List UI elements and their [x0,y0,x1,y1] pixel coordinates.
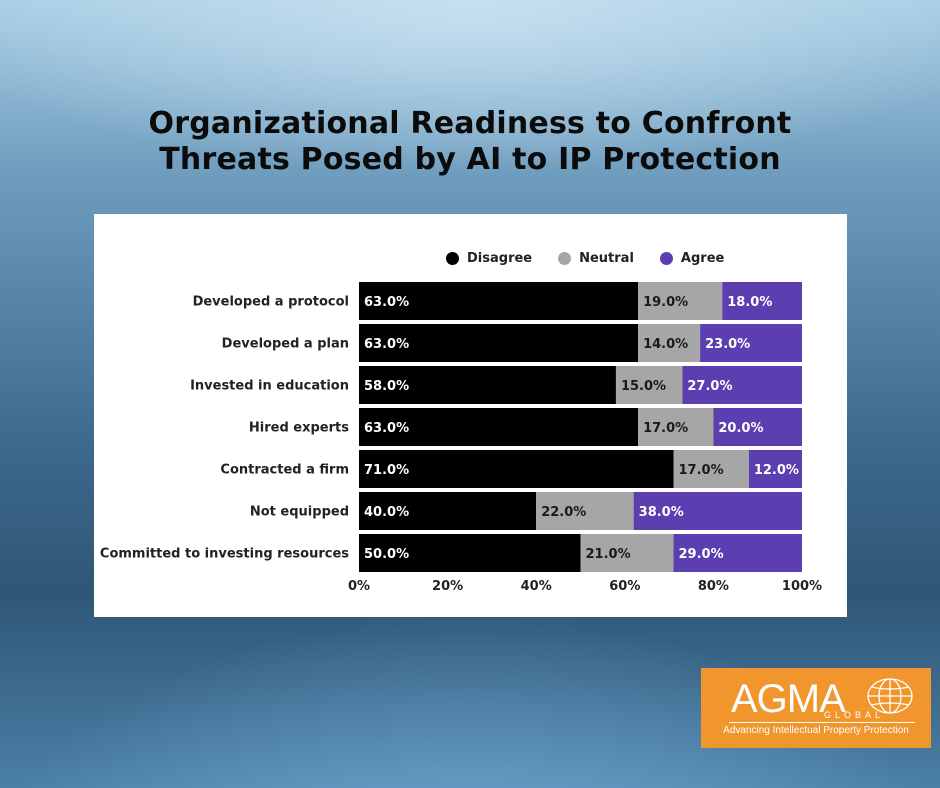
data-label-neutral-invested-in-education: 15.0% [621,379,666,394]
bar-disagree-not-equipped [359,492,537,530]
category-label-hired-experts: Hired experts [249,421,349,436]
chart-legend: Disagree Neutral Agree [446,248,724,268]
legend-label-neutral: Neutral [579,250,634,266]
chart-title-line-2: Threats Posed by AI to IP Protection [159,142,781,177]
data-label-disagree-committed-to-investing-resources: 50.0% [364,547,409,562]
category-label-committed-to-investing-resources: Committed to investing resources [100,547,349,562]
x-tick-label-4: 80% [698,579,729,594]
bar-disagree-committed-to-investing-resources [359,534,581,572]
agma-global-logo: AGMA GLOBAL Advancing Intellectual Prope… [701,668,931,748]
data-label-agree-hired-experts: 20.0% [718,421,763,436]
legend-item-neutral: Neutral [558,251,634,266]
legend-item-agree: Agree [659,250,725,266]
bar-neutral-hired-experts [638,408,714,446]
logo-sub-wordmark: GLOBAL [824,710,885,720]
x-tick-label-1: 20% [432,579,463,594]
category-label-not-equipped: Not equipped [250,505,349,520]
bar-agree-invested-in-education [682,366,802,404]
category-label-developed-a-plan: Developed a plan [222,337,349,352]
bar-neutral-contracted-a-firm [673,450,749,488]
bar-agree-developed-a-protocol [722,282,802,320]
legend-swatch-agree [659,251,673,265]
globe-icon [867,678,913,714]
legend-item-disagree: Disagree [446,251,532,266]
bar-disagree-developed-a-plan [359,324,639,362]
logo-divider [729,722,915,723]
data-label-disagree-not-equipped: 40.0% [364,505,409,520]
bar-disagree-invested-in-education [359,366,616,404]
data-label-agree-developed-a-protocol: 18.0% [727,295,772,310]
data-label-disagree-developed-a-protocol: 63.0% [364,295,409,310]
data-label-agree-developed-a-plan: 23.0% [705,337,750,352]
data-label-agree-not-equipped: 38.0% [639,505,684,520]
data-label-neutral-developed-a-plan: 14.0% [643,337,688,352]
data-label-neutral-contracted-a-firm: 17.0% [679,463,724,478]
data-label-neutral-developed-a-protocol: 19.0% [643,295,688,310]
bar-neutral-invested-in-education [615,366,683,404]
bar-agree-developed-a-plan [700,324,802,362]
data-label-neutral-not-equipped: 22.0% [541,505,586,520]
category-label-invested-in-education: Invested in education [190,379,349,394]
bar-disagree-contracted-a-firm [359,450,674,488]
data-label-disagree-contracted-a-firm: 71.0% [364,463,409,478]
bar-disagree-hired-experts [359,408,639,446]
data-label-neutral-committed-to-investing-resources: 21.0% [586,547,631,562]
bar-agree-not-equipped [633,492,802,530]
bar-agree-contracted-a-firm [748,450,802,488]
data-label-agree-committed-to-investing-resources: 29.0% [679,547,724,562]
legend-label-disagree: Disagree [467,250,533,266]
data-label-disagree-invested-in-education: 58.0% [364,379,409,394]
data-label-agree-contracted-a-firm: 12.0% [754,463,799,478]
legend-swatch-disagree [446,251,459,265]
x-tick-label-2: 40% [521,579,552,594]
x-tick-label-5: 100% [782,579,822,594]
x-tick-label-3: 60% [609,579,640,594]
legend-swatch-neutral [558,251,572,265]
data-label-agree-invested-in-education: 27.0% [687,379,732,394]
data-label-disagree-developed-a-plan: 63.0% [364,337,409,352]
logo-wordmark: AGMA [731,677,846,721]
chart-title: Organizational Readiness to Confront Thr… [0,106,940,178]
legend-label-agree: Agree [680,250,725,266]
logo-tagline: Advancing Intellectual Property Protecti… [723,725,909,736]
bar-neutral-developed-a-plan [638,324,701,362]
bar-agree-committed-to-investing-resources [673,534,802,572]
bar-disagree-developed-a-protocol [359,282,639,320]
category-label-developed-a-protocol: Developed a protocol [193,295,349,310]
bar-agree-hired-experts [713,408,802,446]
bar-neutral-developed-a-protocol [638,282,723,320]
x-tick-label-0: 0% [348,579,370,594]
bar-neutral-not-equipped [536,492,634,530]
category-label-contracted-a-firm: Contracted a firm [220,463,349,478]
data-label-disagree-hired-experts: 63.0% [364,421,409,436]
chart-title-line-1: Organizational Readiness to Confront [148,106,792,141]
bar-neutral-committed-to-investing-resources [580,534,674,572]
data-label-neutral-hired-experts: 17.0% [643,421,688,436]
